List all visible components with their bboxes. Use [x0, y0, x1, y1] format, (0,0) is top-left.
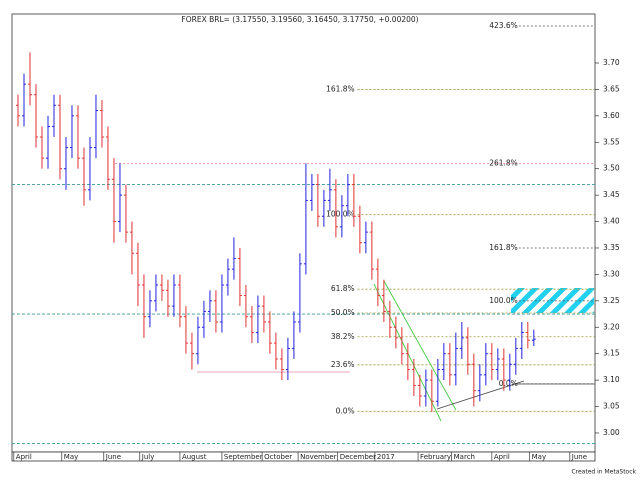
y-tick-label: 3.50	[603, 164, 620, 173]
x-tick-label: October	[264, 453, 292, 461]
y-tick-label: 3.20	[603, 322, 620, 331]
x-axis-strip	[11, 451, 596, 462]
footer: Created in MetaStock	[571, 469, 636, 476]
x-tick-label: September	[224, 453, 263, 461]
fib-label: 61.8%	[331, 284, 355, 293]
fib-label: 100.0%	[489, 296, 518, 305]
x-tick-label: November	[300, 453, 337, 461]
fib-label: 23.6%	[331, 360, 355, 369]
fib-label: 161.8%	[326, 84, 355, 93]
x-tick-label: 2017	[377, 453, 395, 461]
fib-label: 161.8%	[489, 243, 518, 252]
y-tick-label: 3.40	[603, 217, 620, 226]
fib-label: 423.6%	[489, 21, 518, 30]
x-tick-label: April	[494, 453, 510, 461]
fib-label: 0.0%	[499, 379, 518, 388]
x-tick-label: April	[16, 453, 32, 461]
fib-label: 100.0%	[326, 210, 355, 219]
x-tick-label: February	[420, 453, 451, 461]
x-tick-label: May	[64, 453, 78, 461]
y-tick-label: 3.15	[603, 349, 620, 358]
y-tick-label: 3.55	[603, 137, 620, 146]
channel-line	[383, 280, 457, 411]
x-tick-label: July	[141, 453, 155, 461]
x-tick-label: March	[454, 453, 475, 461]
chart-title: FOREX BRL= (3.17550, 3.19560, 3.16450, 3…	[181, 15, 418, 24]
y-tick-label: 3.10	[603, 375, 620, 384]
y-tick-label: 3.30	[603, 269, 620, 278]
y-tick-label: 3.70	[603, 58, 620, 67]
x-tick-label: August	[182, 453, 207, 461]
y-tick-label: 3.05	[603, 402, 620, 411]
y-tick-label: 3.25	[603, 296, 620, 305]
y-tick-label: 3.45	[603, 190, 620, 199]
fib-label: 0.0%	[336, 406, 355, 415]
x-tick-label: December	[340, 453, 376, 461]
x-tick-label: June	[105, 453, 121, 461]
fib-label: 38.2%	[331, 332, 355, 341]
y-tick-label: 3.00	[603, 428, 620, 437]
fib-label: 50.0%	[331, 308, 355, 317]
x-tick-label: May	[532, 453, 546, 461]
x-tick-label: June	[571, 453, 587, 461]
y-tick-label: 3.65	[603, 84, 620, 93]
fib-label: 261.8%	[489, 158, 518, 167]
y-tick-label: 3.35	[603, 243, 620, 252]
y-tick-label: 3.60	[603, 111, 620, 120]
